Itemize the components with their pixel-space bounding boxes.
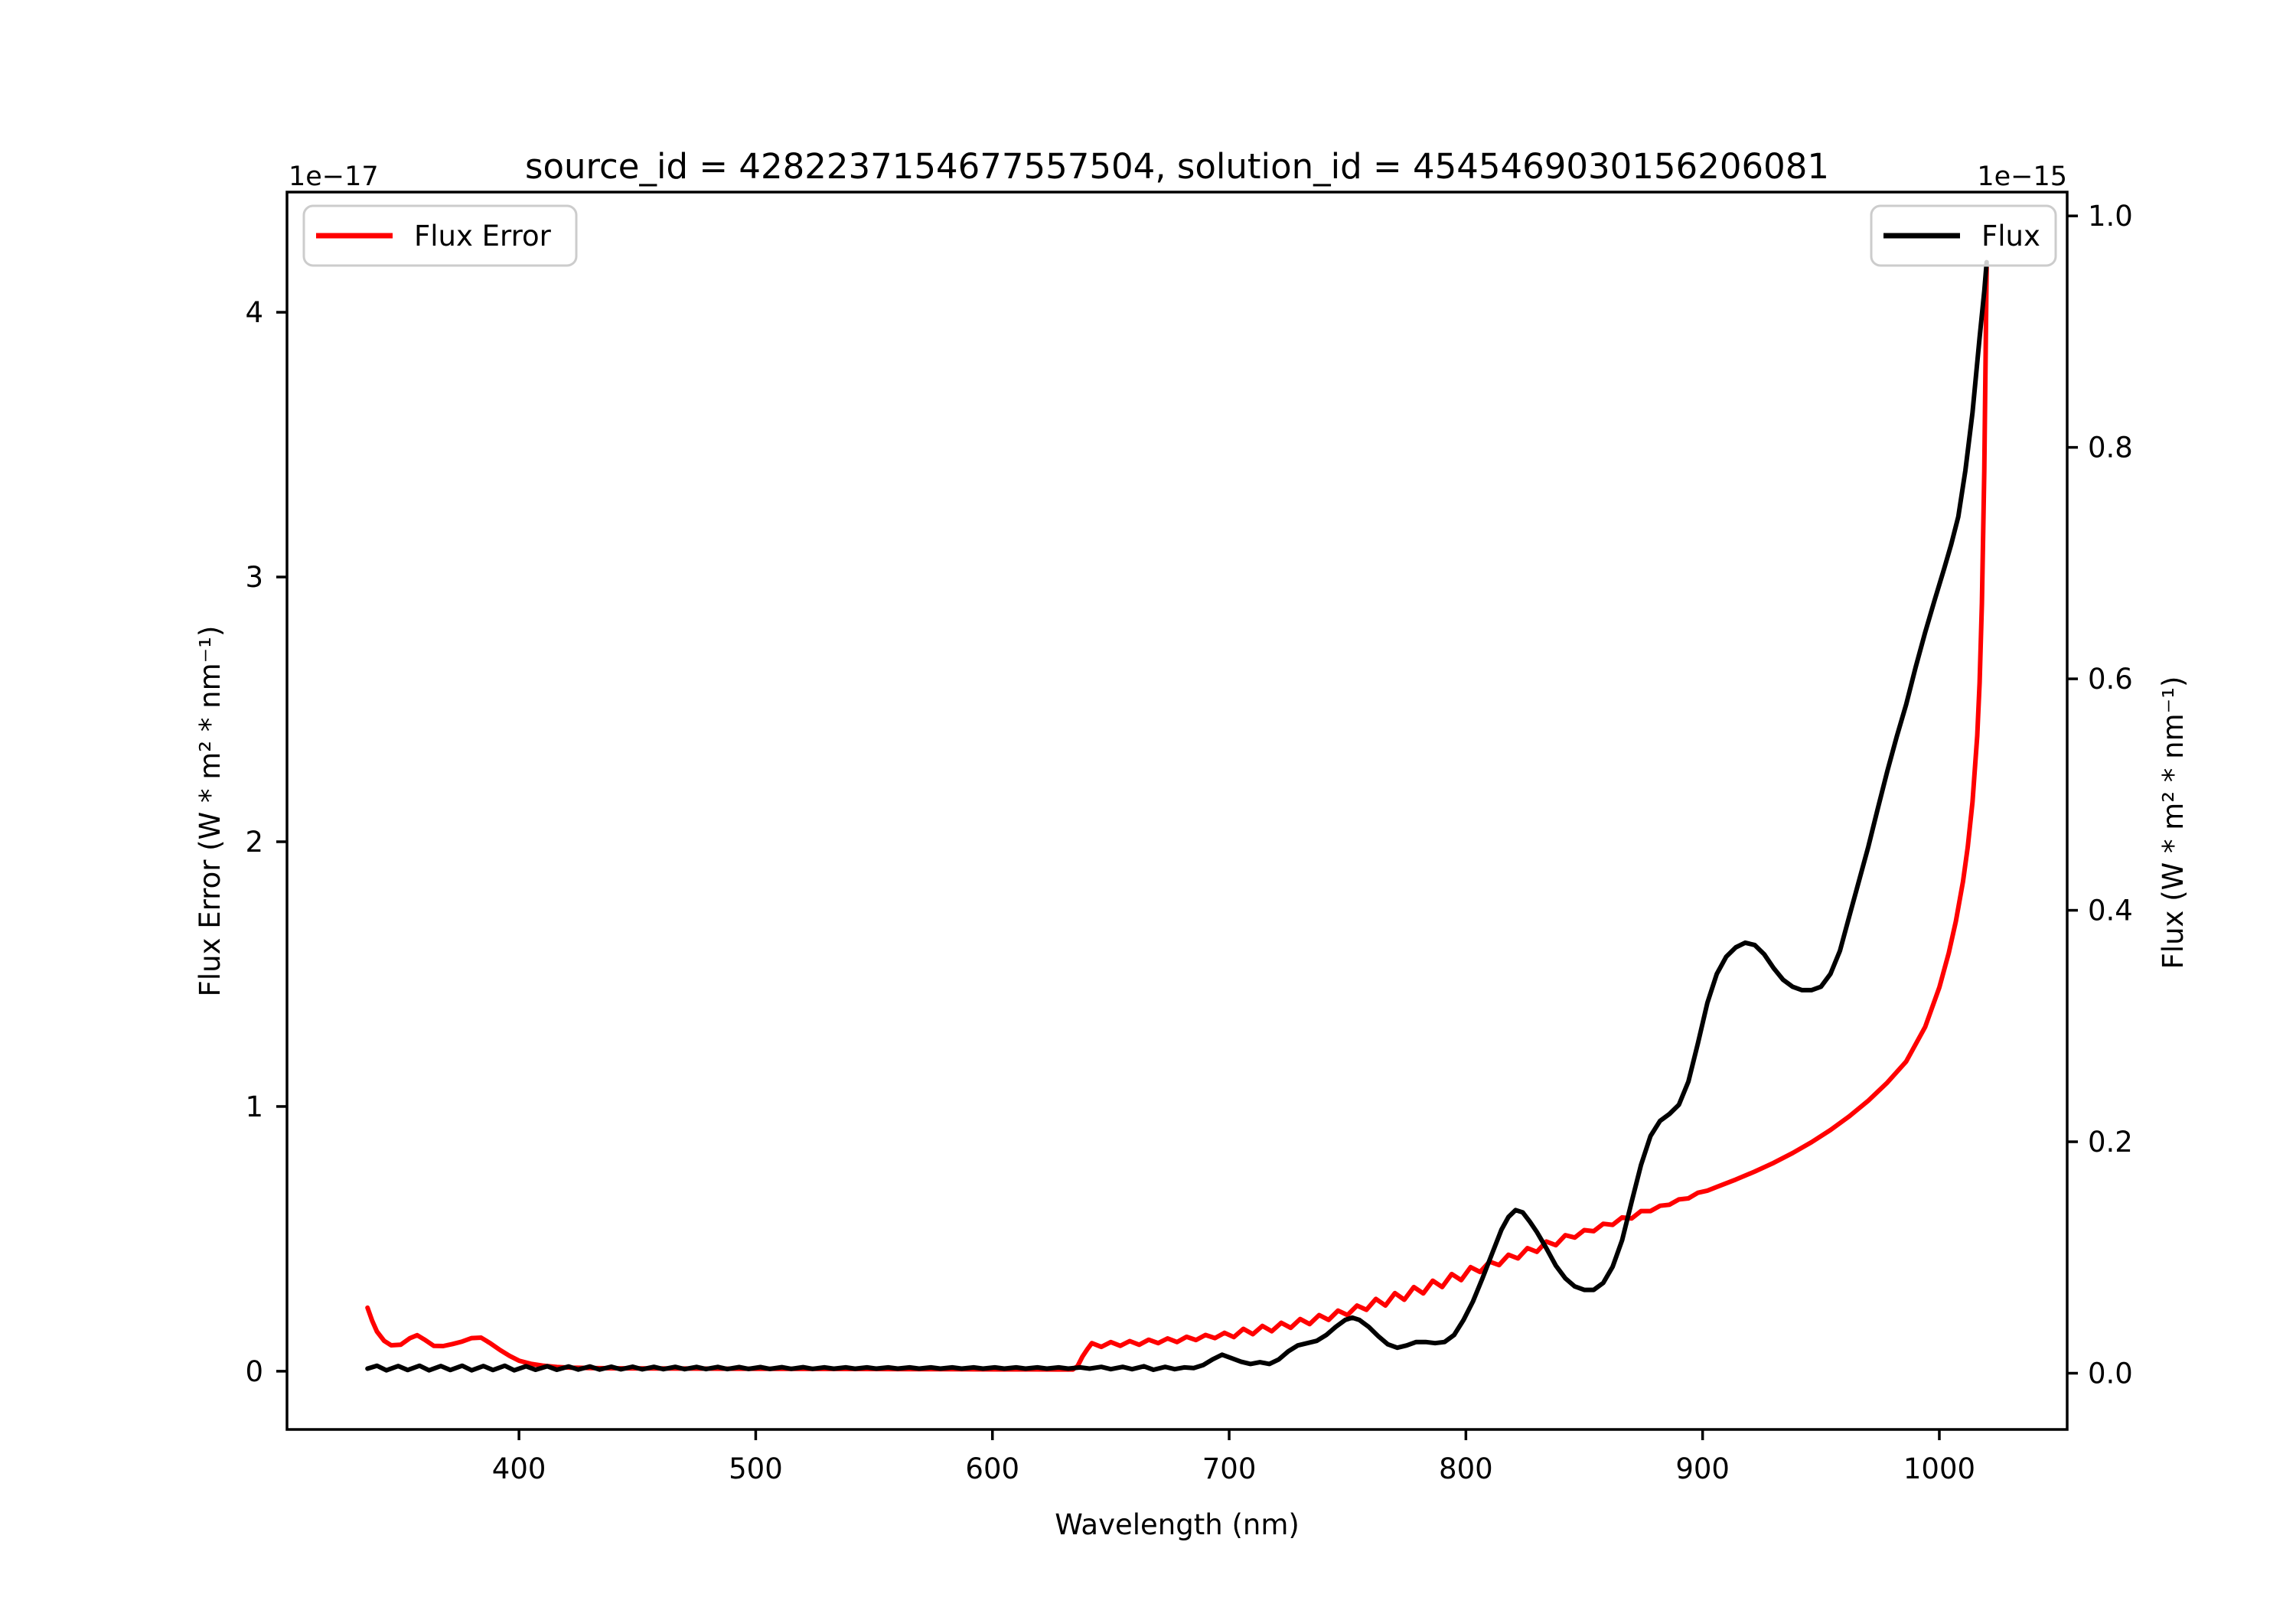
x-axis-label: Wavelength (nm) — [1055, 1508, 1300, 1541]
left-y-tick-label: 4 — [245, 296, 263, 329]
right-axis-scale-offset: 1e−15 — [1977, 161, 2067, 192]
left-axis-scale-offset: 1e−17 — [289, 161, 379, 192]
x-tick-label: 700 — [1202, 1452, 1257, 1485]
plot-area — [287, 192, 2067, 1429]
x-axis-ticks: 400 500 600 700 800 900 1000 — [492, 1429, 1975, 1485]
right-y-tick-label: 0.6 — [2088, 663, 2133, 696]
left-y-tick-label: 3 — [245, 561, 263, 594]
right-y-tick-label: 0.8 — [2088, 432, 2133, 464]
right-axis-ticks: 0.0 0.2 0.4 0.6 0.8 1.0 — [2067, 200, 2133, 1390]
left-y-tick-label: 2 — [245, 826, 263, 859]
right-y-tick-label: 0.2 — [2088, 1126, 2133, 1159]
axes-spines — [285, 191, 2069, 1431]
x-tick-label: 800 — [1439, 1452, 1493, 1485]
legend-flux[interactable]: Flux — [1870, 204, 2057, 267]
right-y-tick-label: 0.4 — [2088, 895, 2133, 927]
legend-flux-error-label: Flux Error — [414, 220, 552, 253]
flux-line — [365, 259, 1989, 1373]
right-y-tick-label: 1.0 — [2088, 200, 2133, 233]
x-tick-label: 400 — [492, 1452, 546, 1485]
legend-flux-error[interactable]: Flux Error — [302, 204, 578, 267]
left-y-axis-label: Flux Error (W * m² * nm⁻¹) — [194, 626, 227, 997]
x-tick-label: 500 — [729, 1452, 783, 1485]
chart-title: source_id = 4282237154677557504, solutio… — [525, 146, 1829, 187]
left-y-tick-label: 1 — [245, 1090, 263, 1123]
left-axis-ticks: 0 1 2 3 4 — [245, 296, 287, 1388]
x-tick-label: 900 — [1675, 1452, 1730, 1485]
right-y-tick-label: 0.0 — [2088, 1358, 2133, 1390]
legend-flux-label: Flux — [1981, 220, 2040, 253]
x-tick-label: 600 — [965, 1452, 1019, 1485]
legend-box — [302, 204, 578, 267]
legend-box — [1870, 204, 2057, 267]
right-y-axis-label: Flux (W * m² * nm⁻¹) — [2157, 676, 2190, 970]
left-y-tick-label: 0 — [245, 1355, 263, 1388]
x-tick-label: 1000 — [1903, 1452, 1975, 1485]
